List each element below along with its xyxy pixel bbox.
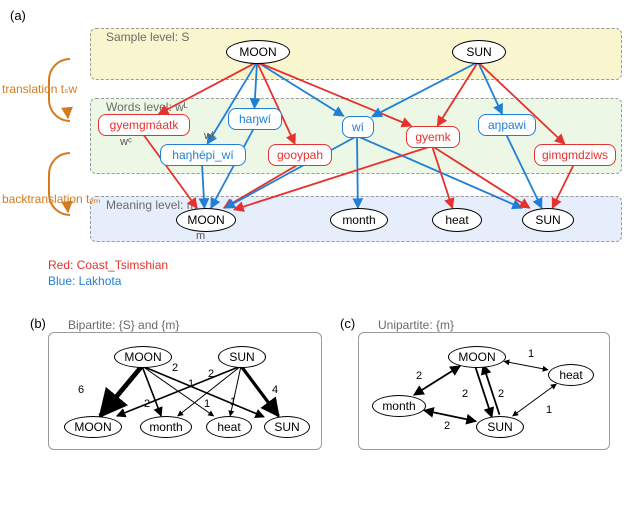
node-c-heat: heat <box>548 364 594 386</box>
figure-root: (a) Sample level: S Words level: wᴸ Mean… <box>0 0 640 520</box>
node-c-SUN: SUN <box>476 416 524 438</box>
edge-weight: 2 <box>498 388 504 400</box>
panel-c-edges <box>0 0 640 520</box>
edge-weight: 1 <box>546 404 552 416</box>
edge-weight: 1 <box>528 348 534 360</box>
edge-weight: 2 <box>444 420 450 432</box>
edge-weight: 2 <box>462 388 468 400</box>
node-c-month: month <box>372 395 426 417</box>
edge-weight: 2 <box>416 370 422 382</box>
node-c-MOON: MOON <box>448 346 506 368</box>
